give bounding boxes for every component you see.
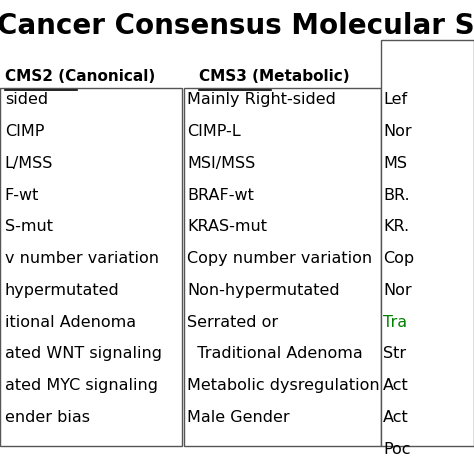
Text: sided: sided [5, 92, 48, 108]
Text: CMS3 (Metabolic): CMS3 (Metabolic) [199, 69, 350, 84]
Text: MSI/MSS: MSI/MSS [187, 156, 255, 171]
Text: L/MSS: L/MSS [5, 156, 53, 171]
Text: ated MYC signaling: ated MYC signaling [5, 378, 158, 393]
Text: BR.: BR. [383, 188, 410, 203]
Text: Mainly Right-sided: Mainly Right-sided [187, 92, 336, 108]
Text: hypermutated: hypermutated [5, 283, 119, 298]
Text: Male Gender: Male Gender [187, 410, 290, 425]
Text: CIMP: CIMP [5, 124, 44, 139]
Text: CIMP-L: CIMP-L [187, 124, 241, 139]
Text: Traditional Adenoma: Traditional Adenoma [187, 346, 363, 362]
Text: al Cancer Consensus Molecular Sub: al Cancer Consensus Molecular Sub [0, 12, 474, 40]
Text: BRAF-wt: BRAF-wt [187, 188, 254, 203]
Text: KR.: KR. [383, 219, 409, 235]
Text: KRAS-mut: KRAS-mut [187, 219, 267, 235]
FancyBboxPatch shape [381, 40, 474, 446]
Text: Non-hypermutated: Non-hypermutated [187, 283, 340, 298]
Text: Act: Act [383, 410, 409, 425]
Text: S-mut: S-mut [5, 219, 53, 235]
Text: Nor: Nor [383, 124, 411, 139]
Text: itional Adenoma: itional Adenoma [5, 315, 136, 330]
Text: Metabolic dysregulation: Metabolic dysregulation [187, 378, 380, 393]
Text: v number variation: v number variation [5, 251, 159, 266]
FancyBboxPatch shape [0, 88, 182, 446]
Text: Act: Act [383, 378, 409, 393]
Text: Lef: Lef [383, 92, 407, 108]
Text: Tra: Tra [383, 315, 407, 330]
Text: MS: MS [383, 156, 407, 171]
Text: ated WNT signaling: ated WNT signaling [5, 346, 162, 362]
Text: Cop: Cop [383, 251, 414, 266]
Text: Serrated or: Serrated or [187, 315, 278, 330]
Text: Str: Str [383, 346, 406, 362]
FancyBboxPatch shape [184, 88, 381, 446]
Text: ender bias: ender bias [5, 410, 90, 425]
Text: CMS2 (Canonical): CMS2 (Canonical) [5, 69, 155, 84]
Text: Poc: Poc [383, 442, 410, 457]
Text: Copy number variation: Copy number variation [187, 251, 373, 266]
Text: Nor: Nor [383, 283, 411, 298]
Text: F-wt: F-wt [5, 188, 39, 203]
